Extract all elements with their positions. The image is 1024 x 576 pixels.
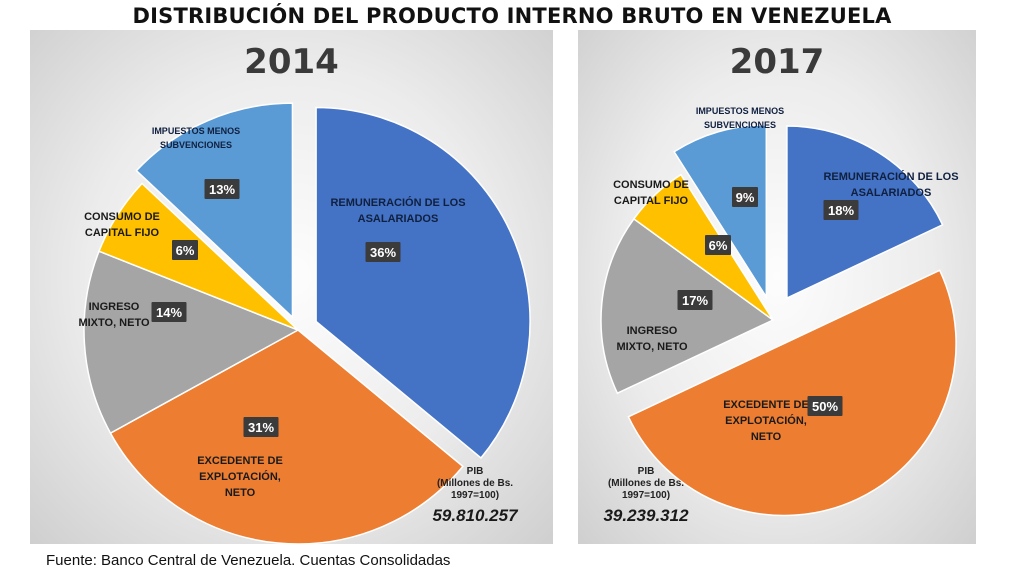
pie-slice [83, 250, 300, 435]
pie-category-label-line: MIXTO, NETO [78, 317, 150, 329]
pie-slice [673, 124, 768, 300]
pie-value-label: 6% [176, 243, 195, 258]
pie-category-label-line: ASALARIADOS [851, 187, 932, 199]
pie-slice [627, 269, 957, 517]
pib-label-line: PIB [637, 466, 655, 477]
pie-category-label: INGRESO MIXTO, NETO [78, 301, 150, 329]
pib-label-line: 1997=100) [621, 490, 671, 501]
pie-category-label: IMPUESTOS MENOS SUBVENCIONES [152, 126, 240, 150]
pie-value-label: 17% [682, 293, 708, 308]
pie-value-badge [705, 235, 731, 255]
pie-category-label-line: REMUNERACIÓN DE LOS [330, 196, 465, 209]
pie-panel-2017: 2017 REMUNERACIÓN DE LOS ASALARIADOS EXCED… [578, 30, 976, 544]
pie-category-label-line: CONSUMO DE [613, 179, 689, 191]
pie-value-badge [807, 396, 843, 416]
pie-category-label: IMPUESTOS MENOS SUBVENCIONES [696, 106, 784, 130]
pie-category-label-line: EXCEDENTE DE [197, 455, 283, 467]
pie-category-label: CONSUMO DE CAPITAL FIJO [613, 179, 689, 207]
pie-category-label-line: CAPITAL FIJO [614, 195, 689, 207]
pie-category-label-line: SUBVENCIONES [160, 140, 232, 150]
pie-slice [135, 102, 294, 319]
pie-value-badge [823, 200, 859, 220]
pie-value-label: 36% [370, 245, 396, 260]
pie-slice [632, 173, 774, 321]
pie-panel-2014: 2014 REMUNERACIÓN DE LOS ASALARIADOS EXCED… [30, 30, 553, 544]
pib-label-line: 1997=100) [450, 490, 500, 501]
pie-category-label-line: CONSUMO DE [84, 211, 160, 223]
pie-category-label-line: NETO [751, 431, 782, 443]
pie-year-title-2017: 2017 [729, 42, 825, 82]
pie-category-label-line: EXPLOTACIÓN, [725, 414, 807, 427]
pie-category-label-line: IMPUESTOS MENOS [152, 126, 240, 136]
pie-chart-2014: REMUNERACIÓN DE LOS ASALARIADOS EXCEDENTE … [78, 102, 531, 544]
pie-value-label: 50% [812, 399, 838, 414]
pib-label-line: (Millones de Bs. [607, 478, 685, 489]
pie-value-label: 6% [709, 238, 728, 253]
pie-value-badge [151, 302, 187, 322]
pie-value-badge [172, 240, 198, 260]
pie-value-badge [204, 179, 240, 199]
pib-block-2017: PIB (Millones de Bs. 1997=100) 39.239.31… [586, 466, 706, 526]
pie-value-label: 14% [156, 305, 182, 320]
pie-value-badge [243, 417, 279, 437]
pie-slice [315, 106, 531, 459]
chart-main-title: DISTRIBUCIÓN DEL PRODUCTO INTERNO BRUTO … [132, 4, 892, 28]
source-note: Fuente: Banco Central de Venezuela. Cuen… [46, 552, 451, 569]
pie-value-badge [365, 242, 401, 262]
pie-category-label-line: NETO [225, 487, 256, 499]
pie-value-label: 31% [248, 420, 274, 435]
pie-category-label: EXCEDENTE DE EXPLOTACIÓN, NETO [723, 399, 809, 443]
pie-category-label-line: MIXTO, NETO [616, 341, 688, 353]
pie-category-label-line: INGRESO [627, 325, 678, 337]
pie-year-title-2014: 2014 [244, 42, 339, 82]
pie-value-badge [732, 187, 758, 207]
pie-category-label-line: REMUNERACIÓN DE LOS [823, 170, 958, 183]
pie-slice [109, 329, 464, 544]
pie-category-label: CONSUMO DE CAPITAL FIJO [84, 211, 160, 239]
pie-slice [98, 182, 299, 331]
pie-category-label: REMUNERACIÓN DE LOS ASALARIADOS [330, 196, 465, 225]
pie-category-label: REMUNERACIÓN DE LOS ASALARIADOS [823, 170, 958, 199]
pie-category-label-line: EXCEDENTE DE [723, 399, 809, 411]
pie-category-label-line: INGRESO [89, 301, 140, 313]
pie-slice [786, 125, 944, 300]
pie-category-label-line: CAPITAL FIJO [85, 227, 160, 239]
pib-value-2017: 39.239.312 [603, 506, 689, 525]
pib-label-line: PIB [466, 466, 484, 477]
pie-category-label: INGRESO MIXTO, NETO [616, 325, 688, 353]
pib-value-2014: 59.810.257 [432, 506, 518, 525]
pib-label-line: (Millones de Bs. [436, 478, 514, 489]
pie-value-label: 13% [209, 182, 235, 197]
pib-block-2014: PIB (Millones de Bs. 1997=100) 59.810.25… [415, 466, 535, 526]
pie-value-label: 9% [736, 190, 755, 205]
pie-value-label: 18% [828, 203, 854, 218]
pie-category-label-line: EXPLOTACIÓN, [199, 470, 281, 483]
pie-category-label-line: SUBVENCIONES [704, 120, 776, 130]
pie-category-label: EXCEDENTE DE EXPLOTACIÓN, NETO [197, 455, 283, 499]
pie-chart-2017: REMUNERACIÓN DE LOS ASALARIADOS EXCEDENTE … [600, 106, 959, 517]
pie-category-label-line: ASALARIADOS [358, 213, 439, 225]
pie-category-label-line: IMPUESTOS MENOS [696, 106, 784, 116]
pie-value-badge [677, 290, 713, 310]
